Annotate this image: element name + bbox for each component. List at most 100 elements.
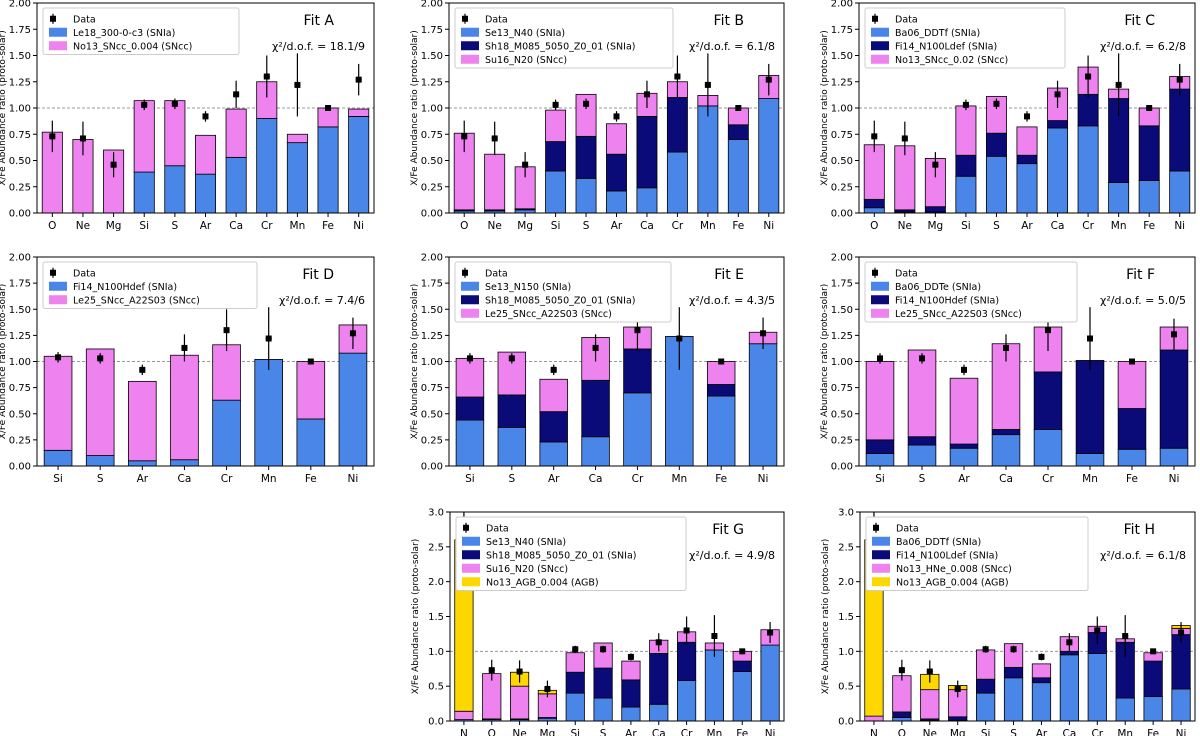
panel-fit-e: 0.00 0.25 0.50 0.75 1.00 1.25 1.50 1.75 2.00 Si S A… bbox=[410, 253, 785, 485]
legend-swatch bbox=[461, 27, 479, 37]
bar-segment bbox=[43, 355, 73, 451]
bar-segment bbox=[706, 361, 736, 385]
bar-segment bbox=[225, 156, 247, 214]
x-tick-label: Ni bbox=[765, 728, 776, 736]
x-tick-label: Mn bbox=[261, 473, 277, 485]
data-point bbox=[1146, 105, 1153, 111]
y-tick-label: 0.25 bbox=[9, 182, 31, 193]
legend-label: Data bbox=[485, 268, 508, 279]
y-tick-label: 0.0 bbox=[428, 717, 444, 728]
data-point bbox=[1085, 73, 1092, 80]
panel-title: Fit C bbox=[1124, 13, 1155, 29]
y-tick-label: 0.75 bbox=[831, 130, 853, 141]
data-point bbox=[898, 667, 905, 674]
y-axis-label: X/Fe Abundance ratio (proto-solar) bbox=[0, 284, 8, 440]
bar-segment bbox=[484, 153, 506, 211]
y-tick-label: 1.25 bbox=[421, 331, 443, 342]
y-tick-label: 0.50 bbox=[421, 409, 443, 420]
bar-segment bbox=[537, 693, 558, 718]
legend-label: Fi14_N100Ldef (SNIa) bbox=[895, 41, 997, 52]
chi2-label: χ²/d.o.f. = 6.1/8 bbox=[1100, 549, 1186, 562]
bar-segment bbox=[296, 361, 326, 420]
y-tick-label: 2.00 bbox=[421, 0, 443, 10]
bar-segment bbox=[621, 706, 641, 722]
legend-swatch bbox=[49, 27, 67, 37]
y-tick-label: 0.00 bbox=[421, 462, 443, 473]
y-tick-label: 0.5 bbox=[428, 682, 444, 693]
bar-segment bbox=[85, 455, 115, 467]
bar-segment bbox=[864, 715, 884, 722]
bar-segment bbox=[706, 395, 736, 467]
legend-label: Se13_N40 (SNIa) bbox=[485, 28, 565, 39]
data-point bbox=[1054, 91, 1061, 98]
bar-segment bbox=[212, 344, 241, 401]
bar-segment bbox=[128, 380, 157, 462]
data-point bbox=[704, 81, 711, 88]
bar-segment bbox=[497, 394, 527, 428]
legend-swatch bbox=[872, 563, 890, 573]
panel-fit-a: 0.00 0.25 0.50 0.75 1.00 1.25 1.50 1.75 2.00 O Ne M… bbox=[0, 0, 375, 232]
panel-fit-h: 0.0 0.5 1.0 1.5 2.0 2.5 3.0 N O Ne Mg Si S Ar Ca Cr Mn Fe… bbox=[821, 508, 1196, 736]
bar-segment bbox=[1138, 125, 1160, 181]
y-tick-label: 3.0 bbox=[428, 508, 444, 519]
legend-swatch bbox=[871, 41, 889, 51]
data-point bbox=[1010, 646, 1017, 653]
data-point bbox=[1129, 358, 1135, 365]
bar-segment bbox=[865, 453, 895, 467]
y-tick-label: 1.00 bbox=[421, 357, 443, 368]
y-axis-label: X/Fe Abundance ratio (proto-solar) bbox=[821, 539, 831, 695]
bar-segment bbox=[286, 142, 308, 214]
bar-segment bbox=[575, 135, 597, 179]
data-point bbox=[1176, 76, 1183, 83]
bar-segment bbox=[565, 692, 585, 722]
data-point bbox=[676, 335, 683, 342]
panel-fit-b: 0.00 0.25 0.50 0.75 1.00 1.25 1.50 1.75 2.00 O Ne M… bbox=[410, 0, 785, 232]
y-tick-label: 0.00 bbox=[9, 462, 31, 473]
x-tick-label: Fe bbox=[715, 473, 727, 485]
bar-segment bbox=[128, 460, 157, 467]
y-tick-label: 1.5 bbox=[428, 612, 444, 623]
data-point bbox=[1178, 629, 1185, 636]
bar-segment bbox=[894, 145, 916, 211]
x-tick-label: Fe bbox=[1143, 220, 1155, 232]
x-tick-label: S bbox=[919, 473, 926, 485]
x-tick-label: Ar bbox=[200, 220, 212, 232]
x-tick-label: Ar bbox=[137, 473, 149, 485]
data-point bbox=[954, 685, 961, 692]
x-tick-label: Ar bbox=[958, 473, 970, 485]
data-point bbox=[263, 73, 270, 80]
legend-label: Le18_300-0-c3 (SNIa) bbox=[73, 28, 175, 39]
x-tick-label: Ar bbox=[611, 220, 623, 232]
y-tick-label: 0.25 bbox=[831, 182, 853, 193]
y-tick-label: 0.0 bbox=[838, 717, 854, 728]
bar-segment bbox=[194, 134, 217, 175]
y-tick-label: 0.50 bbox=[831, 409, 853, 420]
y-tick-label: 1.50 bbox=[421, 51, 443, 62]
data-point bbox=[683, 627, 690, 634]
x-tick-label: Ne bbox=[76, 220, 90, 232]
legend-swatch bbox=[461, 281, 479, 291]
legend-label: Data bbox=[895, 14, 918, 25]
y-tick-label: 1.0 bbox=[838, 647, 854, 658]
y-tick-label: 2.5 bbox=[428, 542, 444, 553]
bar-segment bbox=[976, 692, 996, 722]
data-point bbox=[572, 646, 579, 653]
bar-segment bbox=[170, 459, 199, 467]
legend-box bbox=[454, 7, 674, 69]
bar-segment bbox=[636, 187, 658, 214]
y-tick-label: 0.75 bbox=[421, 383, 443, 394]
bar-segment bbox=[732, 660, 752, 672]
y-tick-label: 1.75 bbox=[9, 279, 31, 290]
x-tick-label: Mn bbox=[707, 728, 723, 736]
y-tick-label: 1.75 bbox=[421, 25, 443, 36]
legend-label: Se13_N40 (SNIa) bbox=[486, 537, 566, 548]
bar-segment bbox=[164, 100, 186, 167]
legend-label: No13_AGB_0.004 (AGB) bbox=[486, 577, 599, 588]
panel-fit-g: 0.0 0.5 1.0 1.5 2.0 2.5 3.0 N O Ne Mg Si S Ar Ca Cr Mn Fe… bbox=[411, 508, 785, 736]
bar-segment bbox=[256, 118, 278, 214]
bar-segment bbox=[593, 697, 613, 722]
y-tick-label: 0.25 bbox=[9, 435, 31, 446]
x-tick-label: Fe bbox=[1147, 728, 1159, 736]
x-tick-label: Mg bbox=[517, 220, 533, 232]
x-tick-label: Ni bbox=[1169, 473, 1180, 485]
